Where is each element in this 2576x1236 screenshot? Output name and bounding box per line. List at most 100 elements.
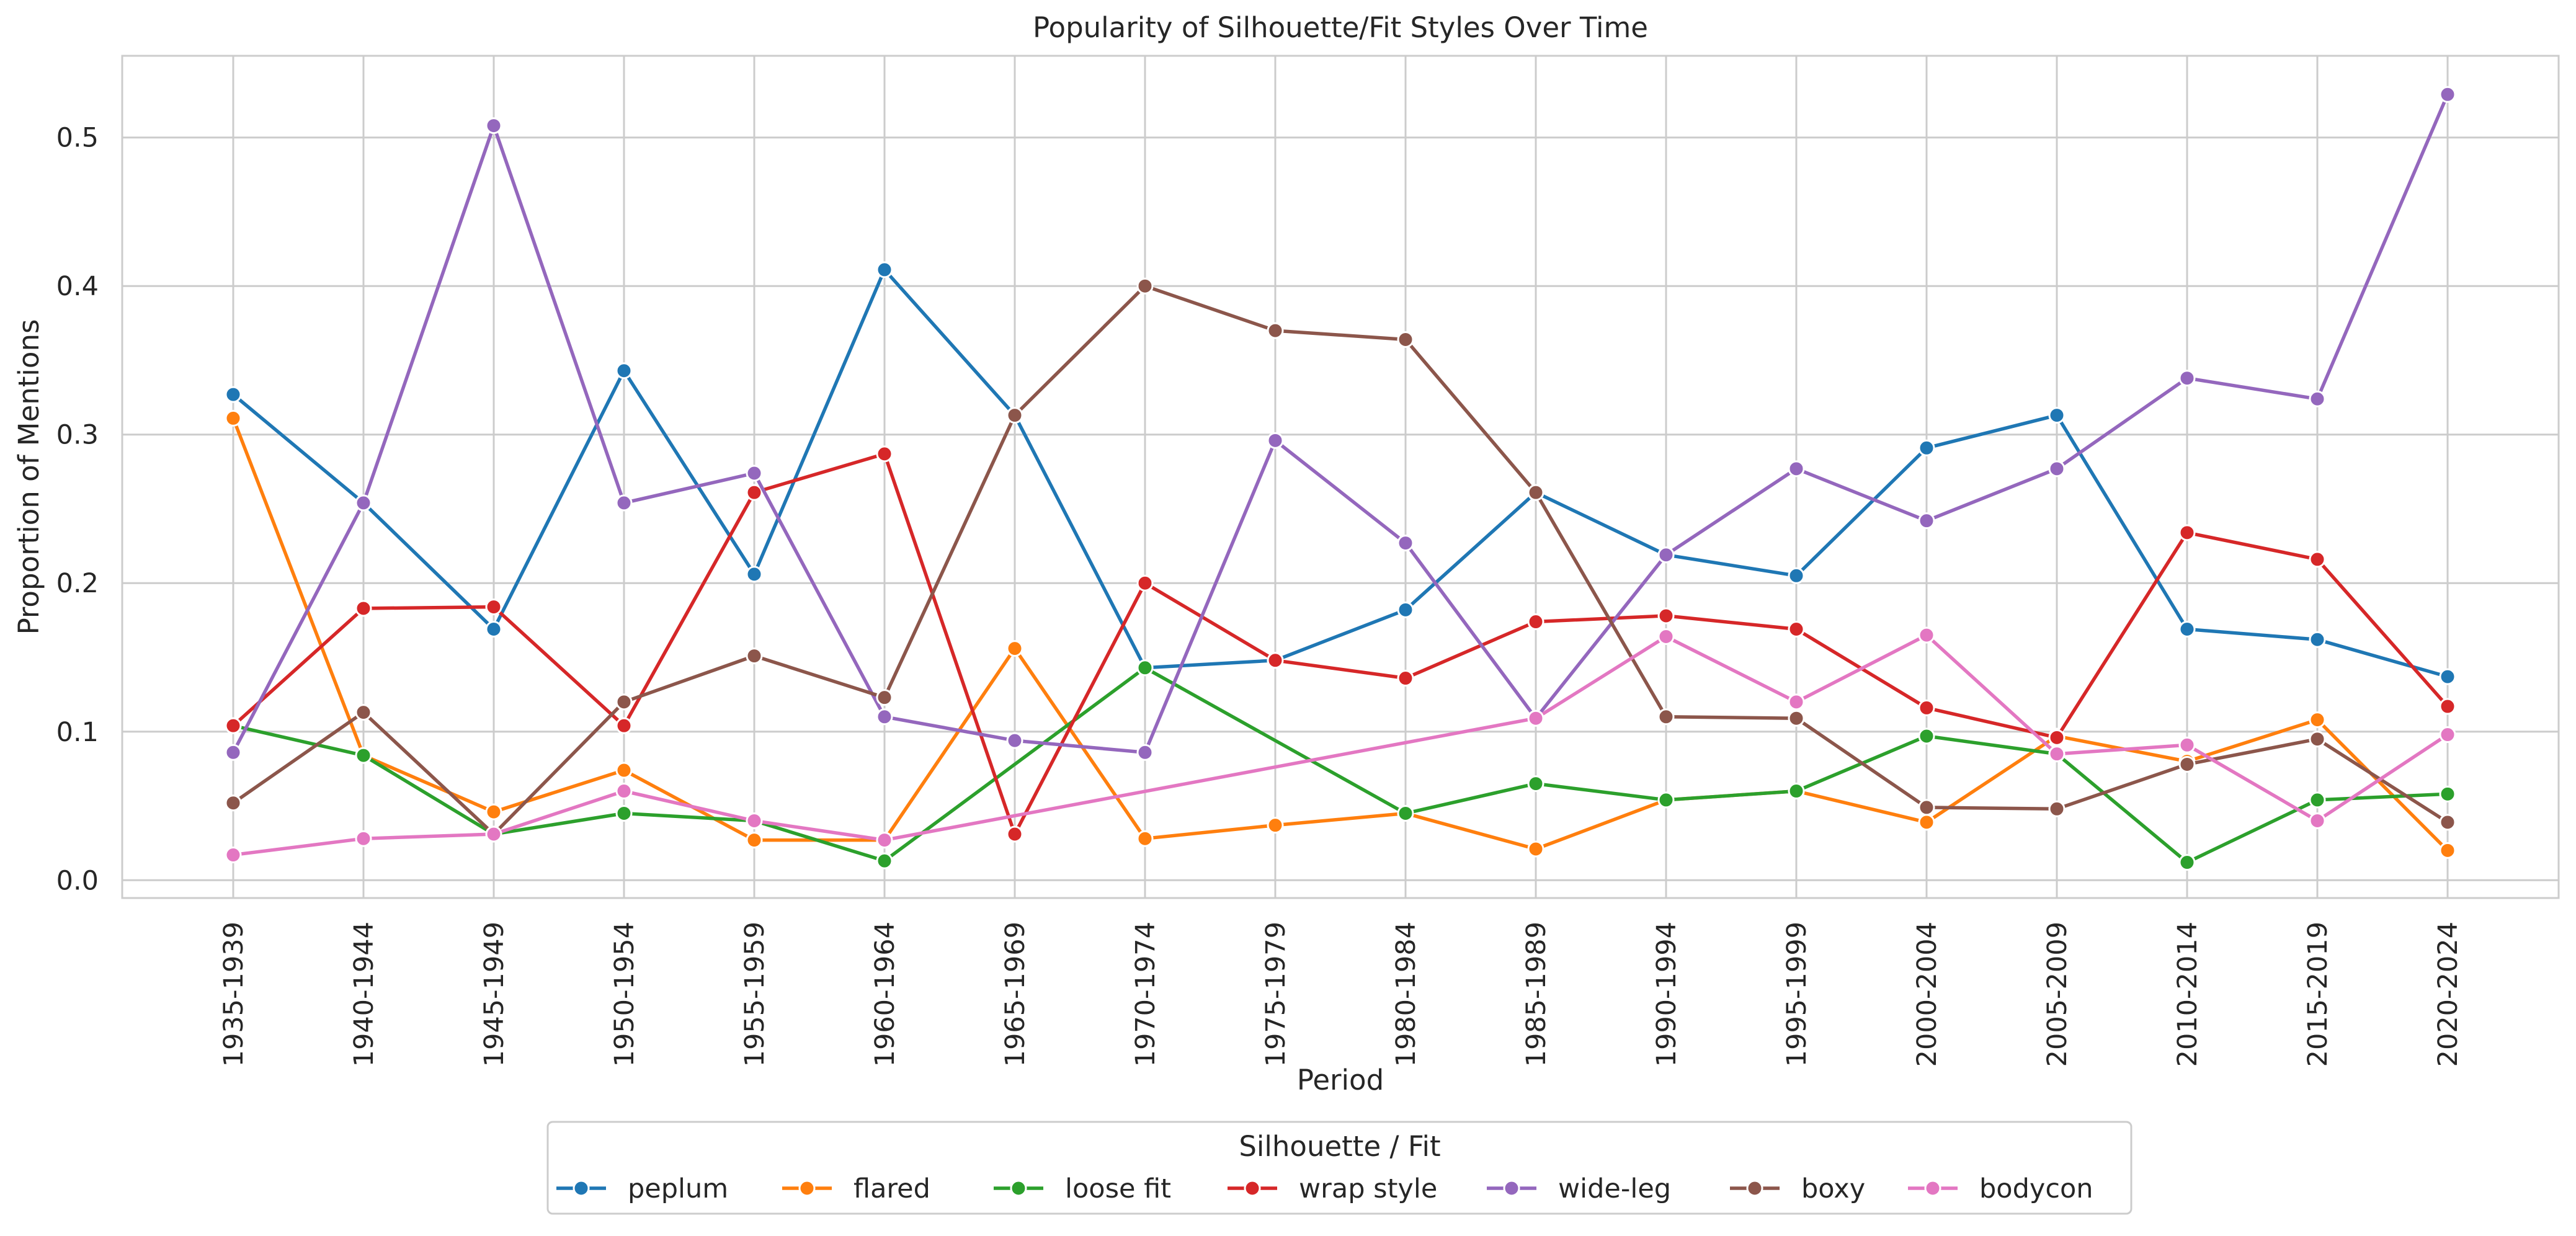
data-point	[1397, 331, 1414, 348]
data-point	[1006, 732, 1023, 749]
x-tick-label: 1975-1979	[1260, 922, 1291, 1067]
series-boxy	[225, 277, 2456, 843]
data-point	[1788, 709, 1805, 727]
legend-marker	[1924, 1180, 1941, 1197]
data-point	[615, 783, 633, 800]
series-line	[231, 633, 2449, 857]
x-tick-label: 1985-1989	[1521, 922, 1552, 1067]
data-point	[1918, 814, 1935, 831]
data-point	[2178, 854, 2196, 871]
x-tick-label: 1940-1944	[349, 922, 380, 1067]
x-tick-label: 1935-1939	[218, 922, 249, 1067]
legend: Silhouette / Fit peplum flared loose fit wr…	[546, 1121, 2133, 1215]
legend-item: peplum	[556, 1173, 728, 1204]
data-point	[2048, 745, 2066, 763]
data-point	[746, 465, 763, 482]
data-point	[225, 744, 242, 761]
x-tick-label: 2005-2009	[2042, 922, 2073, 1067]
x-tick-label: 2000-2004	[1912, 922, 1943, 1067]
series-line	[231, 268, 2449, 678]
y-tick-label: 0.0	[56, 865, 99, 896]
legend-box	[546, 1121, 2133, 1215]
legend-marker	[1746, 1180, 1763, 1197]
data-point	[2048, 800, 2066, 817]
data-point	[1788, 693, 1805, 711]
data-point	[1267, 652, 1284, 669]
x-tick-label: 1960-1964	[870, 922, 901, 1067]
data-point	[2439, 842, 2456, 859]
x-axis-label: Period	[1297, 1064, 1384, 1096]
y-tick-label: 0.1	[56, 717, 99, 748]
data-point	[1136, 830, 1154, 847]
legend-items: peplum flared loose fit wrap style wide-leg b…	[556, 1173, 2093, 1204]
data-point	[1657, 607, 1675, 625]
legend-item: wrap style	[1228, 1173, 1437, 1204]
data-point	[1788, 783, 1805, 800]
data-point	[2309, 551, 2326, 568]
legend-item: wide-leg	[1487, 1173, 1671, 1204]
data-point	[355, 830, 372, 847]
data-point	[746, 812, 763, 829]
series-wrap-style	[225, 445, 2456, 843]
y-tick-label: 0.2	[56, 568, 99, 599]
data-point	[615, 717, 633, 734]
data-point	[1397, 601, 1414, 618]
data-point	[2048, 460, 2066, 478]
data-point	[355, 494, 372, 512]
data-point	[485, 825, 502, 843]
data-point	[1657, 628, 1675, 645]
legend-item: loose fit	[994, 1173, 1171, 1204]
legend-marker	[798, 1180, 816, 1197]
data-point	[2439, 785, 2456, 803]
series-line	[231, 666, 2449, 865]
legend-label: loose fit	[1065, 1173, 1171, 1204]
legend-label: boxy	[1801, 1173, 1865, 1204]
data-point	[876, 852, 893, 869]
data-point	[2178, 370, 2196, 387]
data-point	[1918, 799, 1935, 816]
legend-marker	[573, 1180, 590, 1197]
data-point	[1657, 708, 1675, 726]
x-tick-label: 1990-1994	[1651, 922, 1682, 1067]
legend-label: bodycon	[1979, 1173, 2093, 1204]
series-line	[231, 416, 2449, 853]
data-point	[1918, 626, 1935, 644]
data-point	[1918, 699, 1935, 716]
x-tick-label: 1970-1974	[1130, 922, 1161, 1067]
data-point	[1136, 744, 1154, 761]
data-point	[746, 647, 763, 665]
data-point	[615, 762, 633, 779]
x-tick-label: 1945-1949	[479, 922, 510, 1067]
y-tick-label: 0.4	[56, 271, 99, 302]
data-point	[2178, 524, 2196, 541]
data-point	[1006, 407, 1023, 424]
series-bodycon	[225, 626, 2456, 864]
x-tick-label: 2020-2024	[2433, 922, 2464, 1067]
data-point	[2178, 755, 2196, 773]
data-point	[2309, 812, 2326, 829]
data-point	[2309, 791, 2326, 809]
legend-label: wide-leg	[1558, 1173, 1671, 1204]
data-point	[485, 598, 502, 616]
data-point	[2309, 390, 2326, 407]
data-point	[2309, 711, 2326, 729]
data-point	[2048, 407, 2066, 424]
data-point	[1657, 546, 1675, 564]
data-point	[1527, 709, 1544, 727]
x-tick-label: 1955-1959	[739, 922, 770, 1067]
data-point	[1267, 817, 1284, 834]
data-point	[1136, 574, 1154, 592]
data-point	[876, 832, 893, 849]
data-point	[2439, 668, 2456, 685]
tick-layer: 0.0 0.1 0.2 0.3 0.4 0.5 1935-1939 1940-1944 1945…	[56, 123, 2464, 1067]
data-point	[485, 803, 502, 820]
legend-marker	[1244, 1180, 1261, 1197]
legend-marker	[1503, 1180, 1520, 1197]
data-point	[355, 600, 372, 617]
y-axis-label: Proportion of Mentions	[12, 319, 45, 635]
data-point	[2439, 698, 2456, 715]
data-point	[2309, 731, 2326, 748]
data-point	[746, 484, 763, 501]
data-point	[746, 832, 763, 849]
data-point	[1267, 322, 1284, 339]
